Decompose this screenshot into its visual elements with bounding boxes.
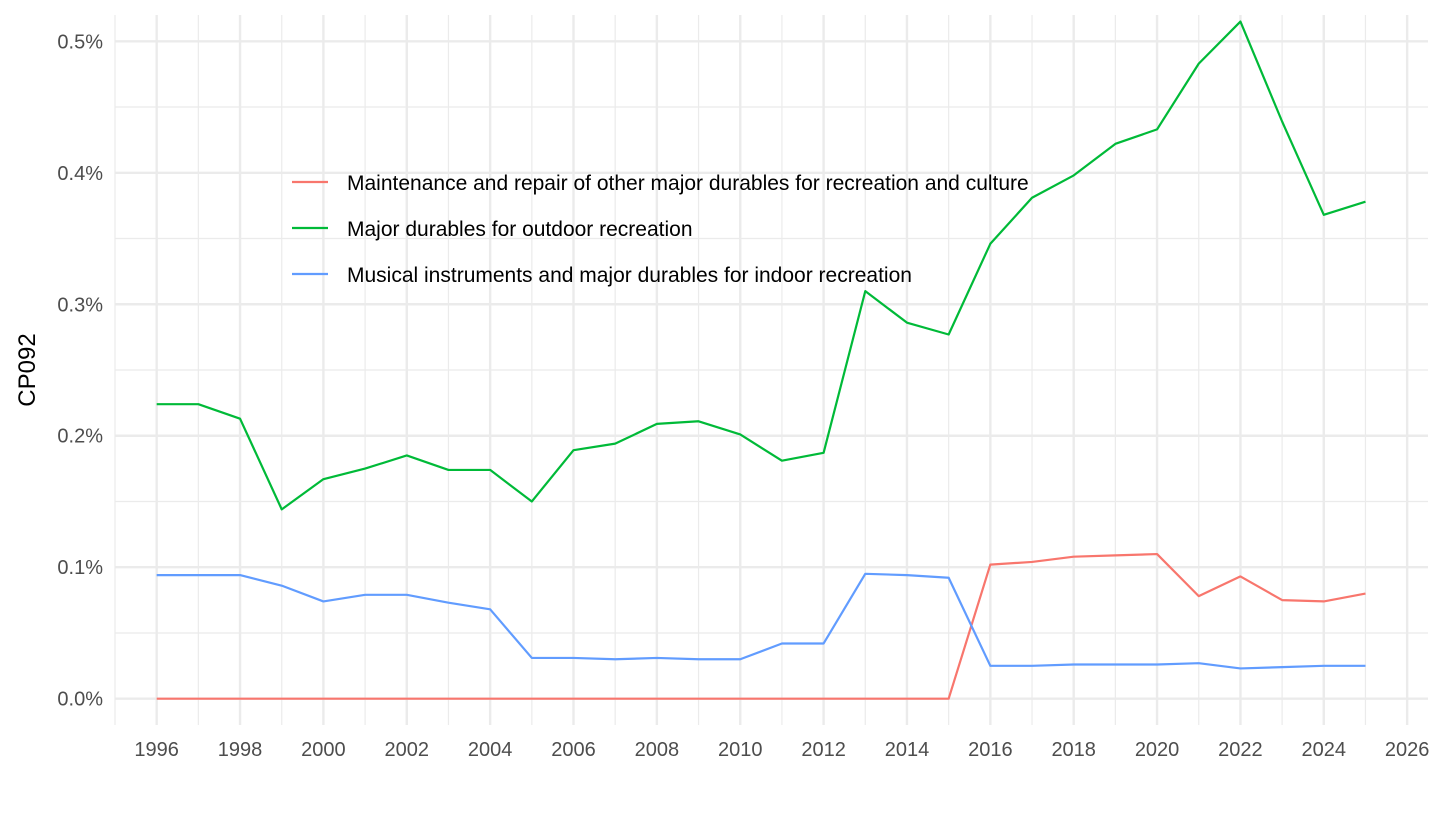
- x-tick-label: 2014: [885, 739, 930, 761]
- y-tick-label: 0.4%: [57, 163, 103, 185]
- x-tick-label: 1996: [134, 739, 179, 761]
- x-tick-label: 1998: [218, 739, 263, 761]
- x-tick-label: 2004: [468, 739, 513, 761]
- series-line-2: [156, 20, 1366, 511]
- series-lines: [156, 20, 1366, 700]
- x-tick-label: 2024: [1302, 739, 1347, 761]
- y-tick-label: 0.0%: [57, 689, 103, 711]
- y-axis-title: CP092: [14, 333, 41, 406]
- minor-gridlines: [114, 15, 1428, 725]
- y-tick-label: 0.1%: [57, 557, 103, 579]
- x-axis-tick-labels: 1996 1998 2000 2002 2004 2006 2008 2010 2012 2014…: [134, 739, 1429, 761]
- series-line-3: [156, 572, 1366, 670]
- x-tick-label: 2016: [968, 739, 1013, 761]
- x-tick-label: 2000: [301, 739, 346, 761]
- legend-label-3: Musical instruments and major durables f…: [347, 264, 912, 287]
- x-tick-label: 2010: [718, 739, 763, 761]
- y-tick-label: 0.3%: [57, 294, 103, 316]
- x-tick-label: 2012: [801, 739, 846, 761]
- legend-label-1: Maintenance and repair of other major du…: [347, 172, 1029, 195]
- y-tick-label: 0.2%: [57, 426, 103, 448]
- major-gridlines: [115, 15, 1428, 725]
- series-line-1: [156, 552, 1366, 700]
- y-tick-label: 0.5%: [57, 31, 103, 53]
- legend: Maintenance and repair of other major du…: [292, 172, 1029, 287]
- x-tick-label: 2026: [1385, 739, 1430, 761]
- x-tick-label: 2018: [1051, 739, 1096, 761]
- x-tick-label: 2020: [1135, 739, 1180, 761]
- x-tick-label: 2022: [1218, 739, 1263, 761]
- legend-label-2: Major durables for outdoor recreation: [347, 218, 693, 241]
- y-axis-tick-labels: 0.0% 0.1% 0.2% 0.3% 0.4% 0.5%: [57, 31, 103, 710]
- x-tick-label: 2006: [551, 739, 596, 761]
- x-tick-label: 2002: [385, 739, 430, 761]
- x-tick-label: 2008: [635, 739, 680, 761]
